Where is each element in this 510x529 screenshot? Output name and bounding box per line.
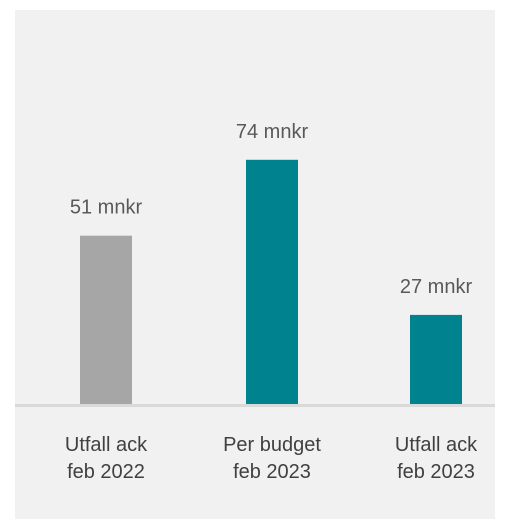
value-labels-group: 51 mnkr 74 mnkr 27 mnkr [70, 121, 473, 298]
bar-3 [410, 314, 462, 404]
value-label-3: 27 mnkr [400, 276, 473, 298]
category-label-1-line-2: feb 2022 [67, 461, 145, 483]
value-label-2: 74 mnkr [236, 121, 309, 143]
bar-2 [246, 159, 298, 404]
category-label-3-line-2: feb 2023 [397, 461, 475, 483]
bar-1 [80, 235, 132, 404]
category-label-3-line-1: Utfall ack [395, 434, 478, 456]
bars-group [80, 159, 462, 404]
value-label-1: 51 mnkr [70, 197, 143, 219]
category-label-2-line-2: feb 2023 [233, 461, 311, 483]
category-labels-group: Utfall ack feb 2022 Per budget feb 2023 Utfa… [65, 434, 478, 483]
category-label-2-line-1: Per budget [223, 434, 321, 456]
category-label-1-line-1: Utfall ack [65, 434, 148, 456]
